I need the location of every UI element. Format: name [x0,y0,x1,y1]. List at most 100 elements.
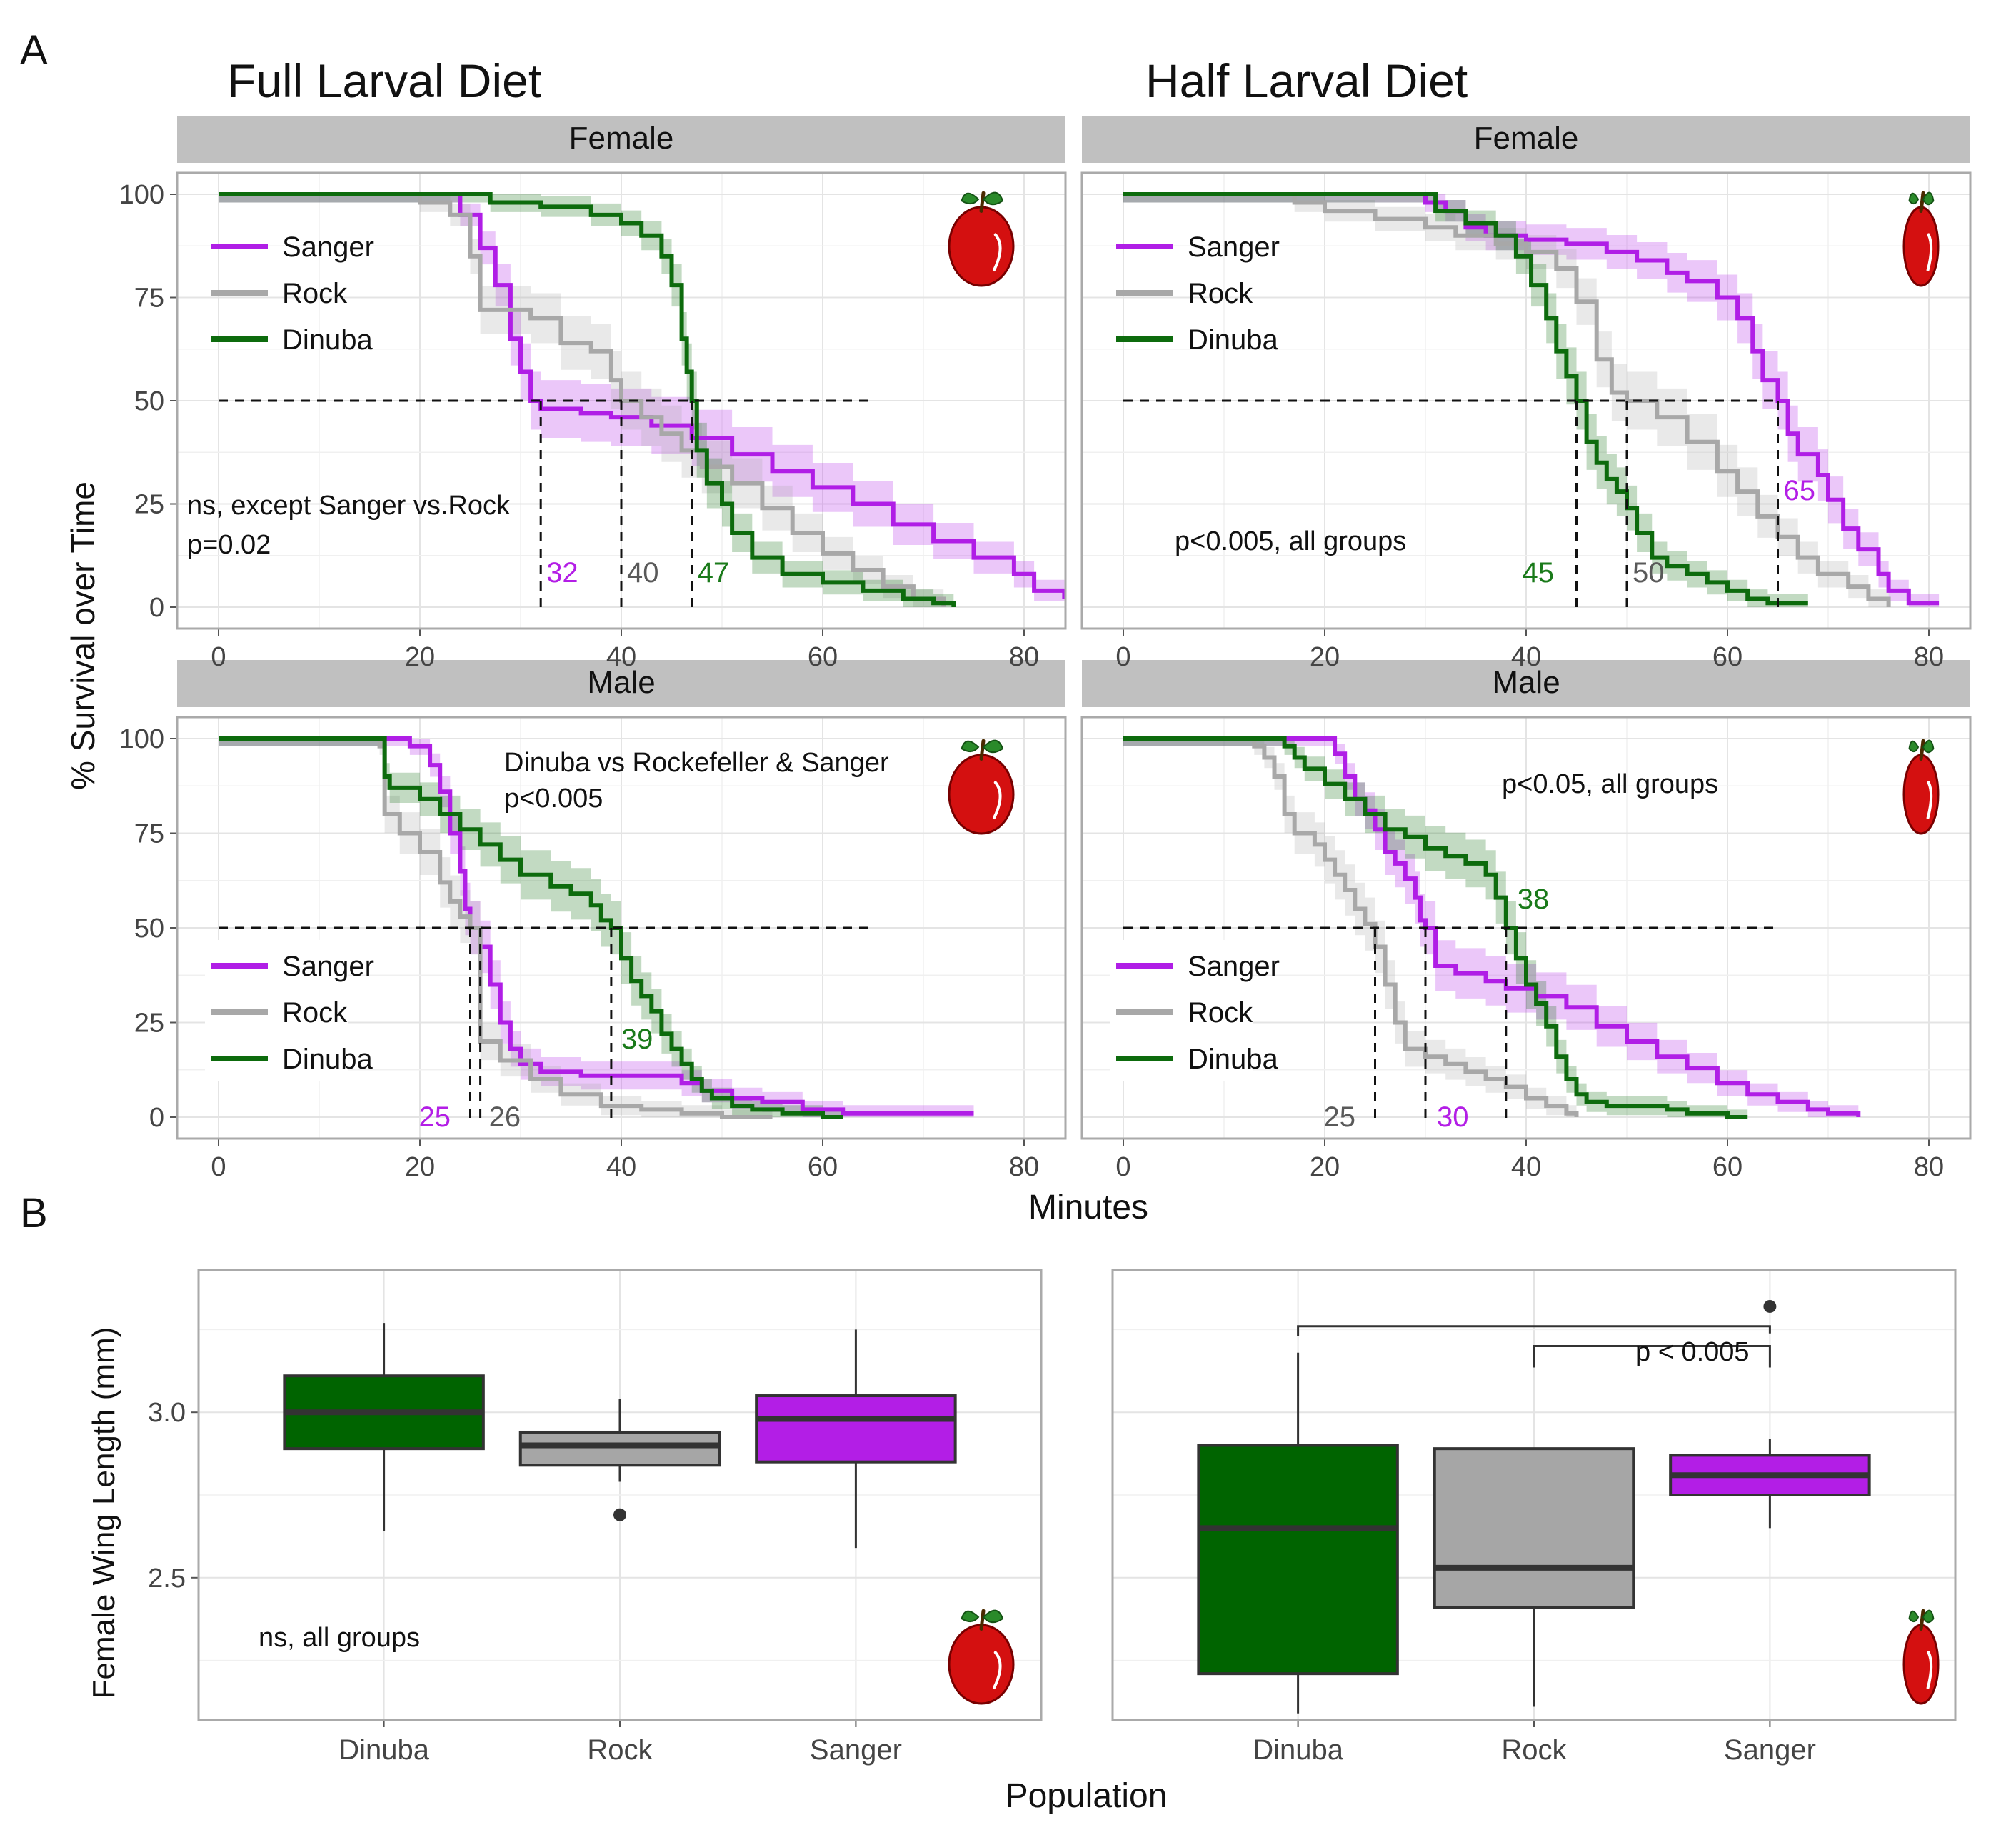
strip-full-male: Male [177,660,1065,707]
x-tick-label: 20 [405,642,435,672]
apple-leaf [961,1610,980,1623]
median-label: 30 [1437,1101,1469,1133]
legend-label-dinuba: Dinuba [282,1044,373,1075]
box-iqr [1433,1447,1635,1609]
boxplot-panel-half: Dinuba Rock Sanger p < 0.005 [1111,1269,1957,1766]
apple-stem [1919,739,1925,761]
apple-leaf [961,192,980,205]
apple-leaf [1922,1609,1935,1624]
apple-icon [1902,739,1940,835]
survival-panel-full-male: 0 20 40 60 80 0 25 50 75 100 25 26 39 Sanger Rock Dinub… [119,716,1067,1182]
stat-annotation: ns, all groups [259,1623,420,1653]
legend-label-dinuba: Dinuba [282,324,373,356]
apple-leaf [961,740,980,753]
median-label: 40 [627,557,659,589]
box-sanger [755,1329,957,1549]
x-tick-label: 20 [1310,1152,1340,1182]
panel-border [176,171,1067,630]
apple-leaf [1908,1610,1920,1623]
strip-half-female: Female [1082,116,1970,163]
apple-body [1902,206,1940,287]
apple-stem [1919,191,1925,213]
apple-leaf [1908,192,1920,205]
apple-stem [979,739,986,761]
col-title-half: Half Larval Diet [1145,54,1468,107]
y-tick-label: 50 [134,386,164,416]
survival-panel-half-female: 0 20 40 60 80 45 50 65 Sanger Rock Dinuba p<0.005, … [1080,171,1972,672]
legend-label-sanger: Sanger [1188,231,1280,263]
x-tick-label: 0 [211,1152,226,1182]
y-tick-label: 25 [134,1009,164,1039]
box-rock [1433,1447,1635,1707]
survival-panel-full-female: 0 20 40 60 80 0 25 50 75 100 32 40 47 Sanger Rock Dinub… [119,171,1067,672]
panel-b-label: B [20,1190,48,1236]
x-tick-label: 40 [1511,1152,1541,1182]
stat-annotation: p=0.02 [187,530,271,560]
x-tick-label: Rock [1501,1734,1567,1766]
x-tick-label: 40 [1511,642,1541,672]
legend-label-dinuba: Dinuba [1188,324,1279,356]
stat-annotation: p < 0.005 [1635,1337,1750,1367]
survival-y-axis-label: % Survival over Time [64,481,101,790]
legend-label-rock: Rock [282,278,348,309]
stat-annotation: Dinuba vs Rockefeller & Sanger [504,748,889,778]
y-tick-label: 2.5 [148,1564,186,1594]
x-tick-label: Sanger [810,1734,902,1766]
survival-line-rock [1123,192,1891,607]
apple-shine [993,233,1002,271]
apple-shine [993,781,1002,819]
survival-line-sanger [219,736,974,1116]
apple-stem [979,191,986,213]
x-tick-label: 0 [1115,1152,1130,1182]
legend-label-sanger: Sanger [282,951,374,982]
apple-stem [1919,1609,1925,1631]
survival-line-sanger [1123,192,1940,606]
x-tick-label: 40 [606,1152,636,1182]
strip-label: Male [587,665,655,700]
y-tick-label: 75 [134,284,164,314]
ci-band-rock [1123,194,1889,607]
survival-x-axis-label: Minutes [1028,1189,1148,1226]
apple-shine [993,1651,1002,1689]
strip-half-male: Male [1082,660,1970,707]
x-tick-label: Dinuba [338,1734,430,1766]
box-dinuba [283,1323,485,1531]
outlier-point [613,1508,626,1521]
y-tick-label: 0 [149,593,164,623]
boxplot-panel-full: 2.5 3.0 Dinuba Rock Sanger ns, all groups [148,1269,1043,1766]
stat-annotation: p<0.05, all groups [1502,769,1718,799]
legend-label-rock: Rock [1188,278,1253,309]
stat-annotation: ns, except Sanger vs.Rock [187,491,511,521]
apple-body [948,206,1015,287]
y-tick-label: 3.0 [148,1398,186,1428]
box-y-axis-label: Female Wing Length (mm) [86,1327,121,1699]
legend-label-sanger: Sanger [282,231,374,263]
x-tick-label: 60 [808,642,838,672]
apple-shine [1926,1651,1933,1689]
legend-label-rock: Rock [1188,997,1253,1029]
box-x-axis-label: Population [1006,1777,1168,1815]
apple-shine [1926,781,1933,819]
x-tick-label: Sanger [1724,1734,1816,1766]
significance-bracket [1297,1325,1771,1336]
median-label: 26 [489,1101,521,1133]
survival-line-dinuba [1123,192,1808,606]
panel-border [176,716,1067,1140]
x-tick-label: 20 [1310,642,1340,672]
x-tick-label: 60 [1712,642,1742,672]
apple-icon [948,1609,1015,1705]
median-label: 25 [419,1101,451,1133]
apple-body [948,1624,1015,1705]
box-rock [518,1399,721,1521]
strip-label: Male [1492,665,1560,700]
legend-label-sanger: Sanger [1188,951,1280,982]
box-iqr [1197,1444,1399,1676]
survival-line-rock [219,192,946,607]
x-tick-label: Rock [587,1734,653,1766]
apple-body [948,754,1015,835]
apple-leaf [1922,191,1935,206]
survival-line-sanger [219,192,1067,599]
legend-label-rock: Rock [282,997,348,1029]
panel-border [197,1269,1043,1721]
